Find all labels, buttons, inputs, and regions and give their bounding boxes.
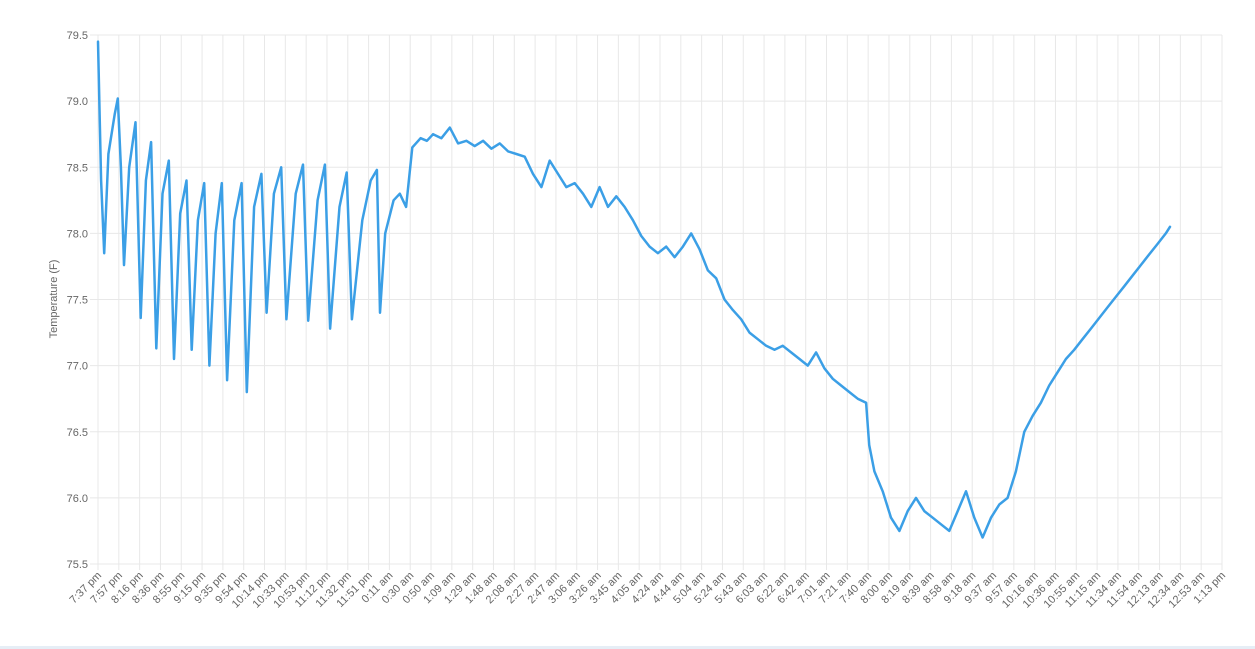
y-tick-label: 75.5	[67, 559, 88, 571]
y-tick-label: 76.0	[67, 493, 88, 505]
bottom-divider	[0, 646, 1255, 649]
x-axis-ticks: 7:37 pm7:57 pm8:16 pm8:36 pm8:55 pm9:15 …	[68, 570, 1229, 611]
y-axis-label: Temperature (F)	[48, 260, 60, 339]
y-tick-label: 79.5	[67, 30, 88, 42]
y-tick-label: 79.0	[67, 96, 88, 108]
y-tick-label: 77.0	[67, 361, 88, 373]
y-axis-ticks: 75.5 76.0 76.5 77.0 77.5 78.0 78.5 79.0 79.5	[67, 30, 88, 571]
y-tick-label: 76.5	[67, 427, 88, 439]
series-layer	[96, 40, 1172, 539]
y-tick-label: 78.0	[67, 228, 88, 240]
temperature-series-line	[96, 40, 1172, 539]
grid-lines	[90, 34, 1223, 570]
y-tick-label: 78.5	[67, 162, 88, 174]
y-tick-label: 77.5	[67, 295, 88, 307]
